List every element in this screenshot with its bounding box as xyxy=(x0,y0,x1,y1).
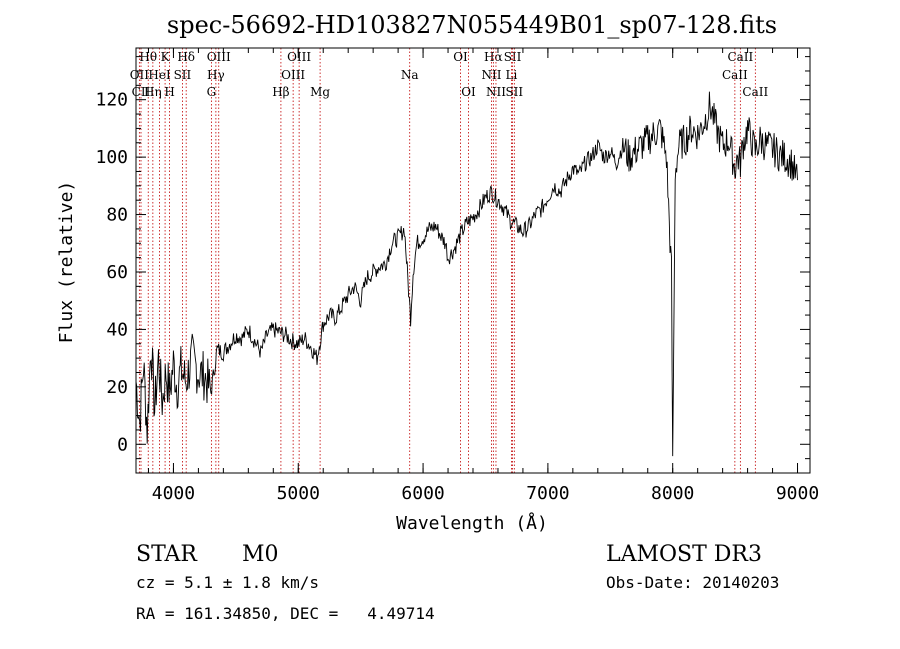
object-subclass: M0 xyxy=(242,542,279,567)
line-marker-label: OII xyxy=(130,68,150,82)
line-marker-label: OIII xyxy=(287,50,311,64)
y-tick-label: 60 xyxy=(106,262,128,283)
line-marker-label: Hγ xyxy=(207,68,225,82)
y-tick-label: 40 xyxy=(106,319,128,340)
y-tick-label: 20 xyxy=(106,377,128,398)
line-marker-label: Mg xyxy=(310,85,330,99)
x-tick-label: 7000 xyxy=(526,483,569,504)
line-marker-label: Hδ xyxy=(177,50,195,64)
line-marker-label: SII xyxy=(174,68,192,82)
line-marker-label: G xyxy=(207,85,217,99)
x-tick-label: 9000 xyxy=(776,483,819,504)
survey-name: LAMOST DR3 xyxy=(606,542,762,567)
y-tick-label: 0 xyxy=(117,434,128,455)
coordinates-readout: RA = 161.34850, DEC = 4.49714 xyxy=(136,604,435,623)
x-tick-label: 4000 xyxy=(152,483,195,504)
line-marker-label: Hθ xyxy=(139,50,157,64)
line-marker-label: OIII xyxy=(207,50,231,64)
obs-date: Obs-Date: 20140203 xyxy=(606,573,779,592)
line-marker-label: OI xyxy=(453,50,468,64)
line-marker-label: HeI xyxy=(148,68,171,82)
line-marker-label: NII xyxy=(486,85,506,99)
object-class: STAR xyxy=(136,542,198,567)
line-marker-label: CaII xyxy=(727,50,753,64)
line-marker-label: SII xyxy=(505,85,523,99)
line-marker-label: OI xyxy=(461,85,476,99)
line-marker-label: H xyxy=(164,85,174,99)
x-tick-label: 6000 xyxy=(401,483,444,504)
line-marker-label: OIII xyxy=(281,68,305,82)
line-marker-label: Hη xyxy=(144,85,162,99)
y-tick-label: 120 xyxy=(95,90,128,111)
y-tick-label: 80 xyxy=(106,205,128,226)
y-axis: 0 20 40 60 80 100 120 xyxy=(95,56,810,460)
line-marker-label: NII xyxy=(481,68,501,82)
x-tick-label: 8000 xyxy=(651,483,694,504)
x-axis: 4000 5000 6000 7000 8000 9000 xyxy=(147,48,819,504)
line-marker-label: Hβ xyxy=(272,85,289,99)
line-marker-label: Li xyxy=(506,68,518,82)
line-marker-label: Na xyxy=(401,68,419,82)
line-marker-label: Hα xyxy=(484,50,503,64)
spectrum-line xyxy=(135,91,798,457)
line-marker-label: CaII xyxy=(722,68,748,82)
y-tick-label: 100 xyxy=(95,147,128,168)
y-axis-label: Flux (relative) xyxy=(56,181,77,344)
redshift-readout: cz = 5.1 ± 1.8 km/s xyxy=(136,573,319,592)
chart-title: spec-56692-HD103827N055449B01_sp07-128.f… xyxy=(167,11,777,39)
line-marker-label: K xyxy=(161,50,171,64)
line-marker-label: CaII xyxy=(742,85,768,99)
x-tick-label: 5000 xyxy=(277,483,320,504)
line-marker-label: SII xyxy=(504,50,522,64)
x-axis-label: Wavelength (Å) xyxy=(396,512,548,534)
